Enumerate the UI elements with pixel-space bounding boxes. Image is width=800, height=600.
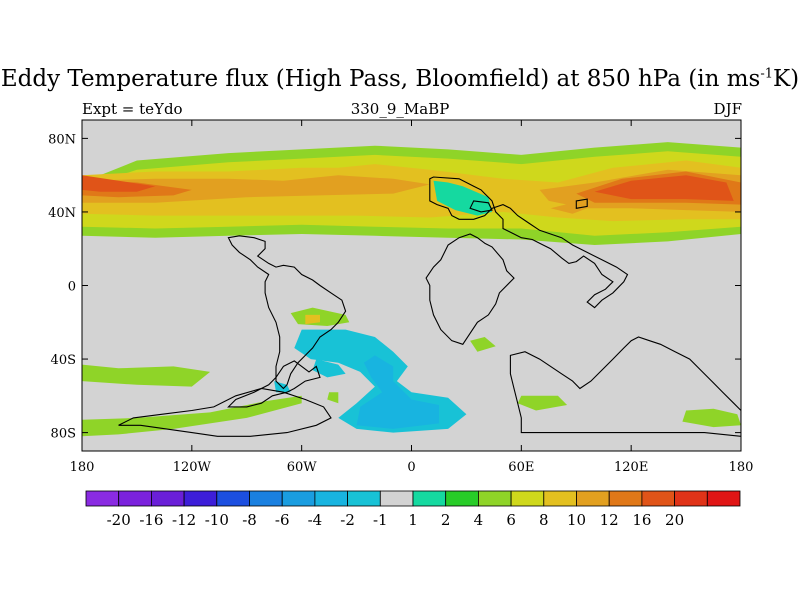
contour-region-16 (517, 395, 568, 411)
y-tick-label-0: 80N (48, 132, 76, 147)
axes: 180 120W 60W 0 60E 120E 180 80N 40N 0 40S 80S (48, 120, 753, 475)
land-outline-3 (118, 387, 332, 437)
colorbar-label-14: 10 (567, 511, 586, 529)
colorbar-label-11: 4 (474, 511, 484, 529)
season-label: DJF (713, 100, 742, 118)
colorbar-label-0: -20 (107, 511, 131, 529)
colorbar-swatch-12 (477, 490, 512, 507)
plot-area (81, 119, 742, 452)
colorbar-swatch-16 (608, 490, 643, 507)
colorbar-label-6: -4 (308, 511, 323, 529)
colorbar-swatch-3 (183, 490, 218, 507)
x-tick-label-0: 180 (70, 460, 95, 475)
contour-region-12 (305, 314, 320, 325)
x-tick-label-4: 60E (508, 460, 534, 475)
colorbar-swatch-4 (216, 490, 250, 507)
subtitle-label: 330_9_MaBP (350, 100, 450, 118)
colorbar-swatch-1 (118, 490, 152, 507)
colorbar-swatch-18 (674, 490, 708, 507)
colorbar-swatch-10 (412, 490, 447, 507)
contour-region-14 (82, 395, 302, 437)
colorbar-swatch-15 (576, 490, 610, 507)
x-tick-label-5: 120E (614, 460, 648, 475)
colorbar-swatch-8 (347, 490, 381, 507)
x-tick-label-3: 0 (407, 460, 415, 475)
land-outline-4 (227, 360, 321, 408)
y-tick-label-4: 80S (51, 427, 76, 442)
colorbar-label-15: 12 (600, 511, 619, 529)
colorbar-swatch-6 (281, 490, 316, 507)
colorbar-label-1: -16 (139, 511, 163, 529)
land-outline-5 (509, 336, 741, 437)
colorbar-label-17: 20 (665, 511, 684, 529)
contour-region-13 (82, 364, 211, 387)
contour-region-20 (356, 355, 439, 429)
colorbar-label-3: -10 (205, 511, 229, 529)
colorbar-swatch-0 (85, 490, 120, 507)
land-outline-6 (575, 198, 588, 209)
x-tick-label-1: 120W (173, 460, 212, 475)
x-tick-label-2: 60W (287, 460, 318, 475)
colorbar-swatch-7 (314, 490, 348, 507)
chart-title: Eddy Temperature flux (High Pass, Bloomf… (0, 66, 800, 92)
y-tick-label-2: 0 (68, 280, 76, 295)
colorbar: -20 -16 -12 -10 -8 -6 -4 -2 -1 1 2 4 6 8 10 12 16 20 (85, 490, 741, 529)
colorbar-label-8: -1 (373, 511, 388, 529)
colorbar-label-4: -8 (242, 511, 257, 529)
contour-region-8 (594, 175, 734, 201)
y-tick-label-1: 40N (48, 206, 76, 221)
land-outlines (118, 176, 741, 437)
contour-region-15 (682, 408, 741, 428)
colorbar-swatch-13 (510, 490, 545, 507)
contour-region-3 (82, 175, 430, 203)
colorbar-label-5: -6 (275, 511, 290, 529)
contour-region-18 (470, 337, 496, 352)
colorbar-label-16: 16 (632, 511, 651, 529)
colorbar-label-2: -12 (172, 511, 196, 529)
colorbar-label-12: 6 (506, 511, 516, 529)
colorbar-label-10: 2 (441, 511, 451, 529)
y-tick-label-3: 40S (51, 353, 76, 368)
contour-region-17 (327, 392, 339, 404)
colorbar-swatch-2 (150, 490, 185, 507)
land-outline-0 (429, 176, 629, 309)
contour-region-10 (433, 180, 492, 216)
x-tick-label-6: 180 (729, 460, 754, 475)
land-outline-7 (469, 200, 493, 213)
colorbar-swatch-11 (445, 490, 479, 507)
colorbar-swatch-14 (543, 490, 577, 507)
land-outline-2 (227, 235, 347, 390)
contour-region-21 (312, 359, 346, 378)
experiment-label: Expt = teYdo (82, 100, 183, 118)
colorbar-label-7: -2 (340, 511, 355, 529)
colorbar-label-9: 1 (408, 511, 418, 529)
land-outline-1 (425, 233, 515, 345)
contour-region-7 (82, 175, 156, 192)
colorbar-swatch-9 (379, 490, 414, 507)
colorbar-label-13: 8 (539, 511, 549, 529)
colorbar-swatch-19 (706, 490, 741, 507)
colorbar-swatch-5 (249, 490, 283, 507)
colorbar-swatch-17 (641, 490, 676, 507)
contour-region-9 (550, 202, 588, 214)
